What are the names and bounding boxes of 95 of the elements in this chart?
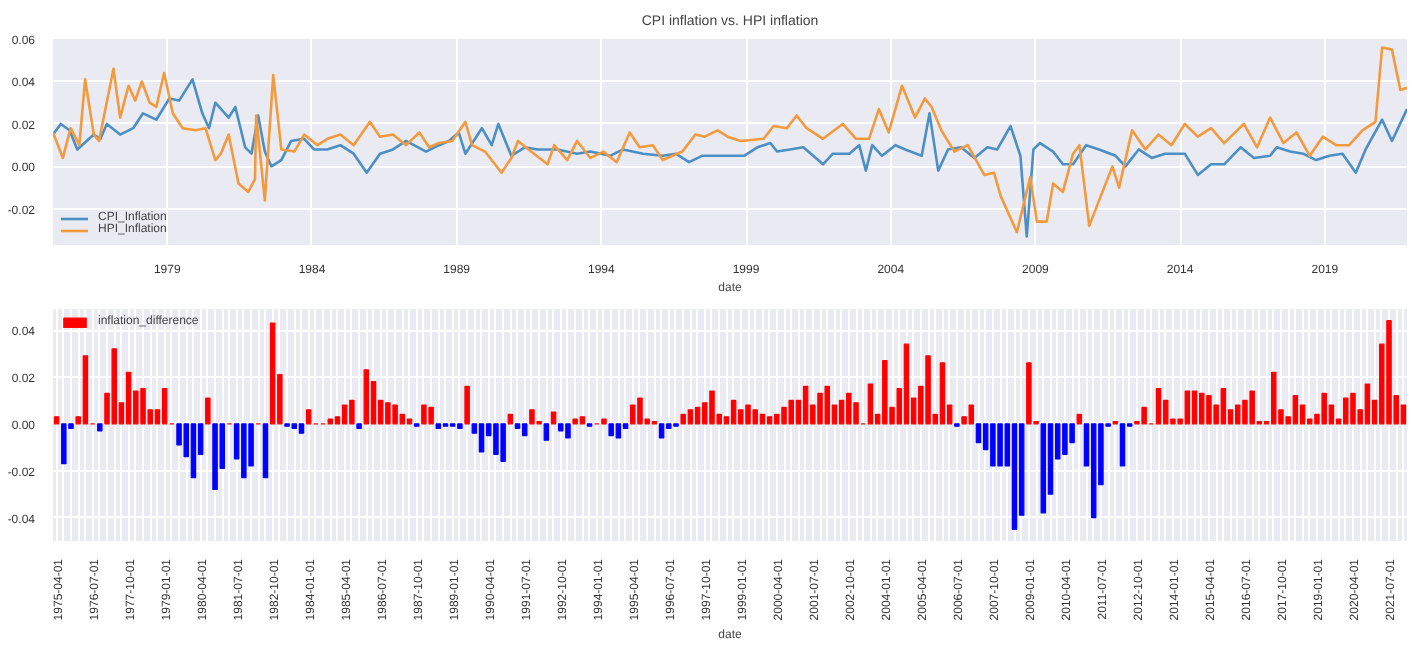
bar	[882, 359, 888, 425]
bar	[1026, 362, 1032, 425]
bar	[406, 418, 413, 425]
bar	[305, 409, 312, 425]
bar	[997, 423, 1003, 467]
bar	[925, 355, 931, 425]
bar	[601, 418, 607, 425]
bar	[1191, 390, 1198, 425]
bar	[630, 404, 636, 425]
bar	[572, 418, 578, 425]
bar	[1141, 406, 1147, 425]
bar	[514, 423, 521, 430]
bar	[529, 409, 535, 425]
bar	[579, 416, 586, 425]
bar	[1350, 392, 1356, 425]
bar	[817, 392, 823, 425]
bar	[846, 392, 852, 425]
bar	[687, 409, 694, 425]
bar	[500, 423, 506, 462]
bar	[543, 423, 550, 441]
bar	[1062, 423, 1068, 455]
bar	[111, 348, 117, 425]
bar	[1249, 390, 1255, 425]
bar	[766, 416, 773, 425]
bar	[1198, 392, 1205, 425]
bar	[975, 423, 982, 444]
bar	[190, 423, 197, 479]
bar	[1386, 320, 1392, 425]
bar	[968, 404, 975, 425]
bar	[82, 355, 89, 425]
bar	[205, 397, 211, 425]
bar	[61, 423, 67, 465]
bar	[565, 423, 571, 439]
bar	[457, 423, 463, 430]
bar	[1090, 423, 1097, 519]
bar	[521, 423, 528, 437]
bar	[385, 402, 391, 425]
bar	[435, 423, 442, 430]
bar	[1321, 392, 1327, 425]
bar	[97, 423, 103, 432]
bar	[990, 423, 996, 467]
line-series	[53, 78, 1407, 238]
bar	[824, 385, 830, 425]
bar	[125, 371, 132, 425]
bar	[680, 413, 686, 425]
bar	[298, 423, 305, 434]
bar	[781, 406, 787, 425]
bar	[637, 397, 643, 425]
bar	[557, 423, 564, 432]
bar	[262, 423, 269, 479]
bar	[341, 404, 348, 425]
bar	[615, 423, 622, 439]
bar	[269, 322, 276, 425]
bar	[363, 369, 370, 425]
bar	[802, 385, 809, 425]
bar	[1234, 404, 1241, 425]
bar	[1119, 423, 1126, 467]
bar	[493, 423, 499, 455]
bar	[1364, 383, 1371, 425]
bar	[1220, 388, 1227, 425]
bar	[1292, 395, 1299, 425]
bar	[140, 388, 146, 425]
bar	[161, 388, 168, 425]
bar	[1271, 371, 1277, 425]
bar	[464, 385, 470, 425]
bar	[903, 343, 910, 425]
bar	[1011, 423, 1018, 530]
bar	[788, 399, 794, 425]
bar	[428, 406, 434, 425]
bar	[327, 418, 334, 425]
bar	[1076, 413, 1083, 425]
bar	[709, 390, 715, 425]
bar	[752, 409, 758, 425]
bar	[608, 423, 614, 437]
bar	[1040, 423, 1047, 514]
bar	[1343, 397, 1349, 425]
bar	[745, 404, 751, 425]
bar	[392, 404, 398, 425]
bar	[356, 423, 362, 430]
bar	[774, 413, 780, 425]
bar	[1184, 390, 1191, 425]
bar	[421, 404, 427, 425]
bar	[1155, 388, 1162, 425]
bar	[867, 383, 874, 425]
bar	[478, 423, 485, 453]
line-series	[53, 46, 1407, 234]
bar	[349, 399, 355, 425]
bar	[550, 411, 557, 425]
bar	[212, 423, 218, 491]
bar	[291, 423, 298, 430]
bar	[939, 362, 946, 425]
bar	[241, 423, 247, 479]
bar	[1206, 395, 1212, 425]
bar	[658, 423, 665, 439]
bar	[53, 416, 60, 425]
